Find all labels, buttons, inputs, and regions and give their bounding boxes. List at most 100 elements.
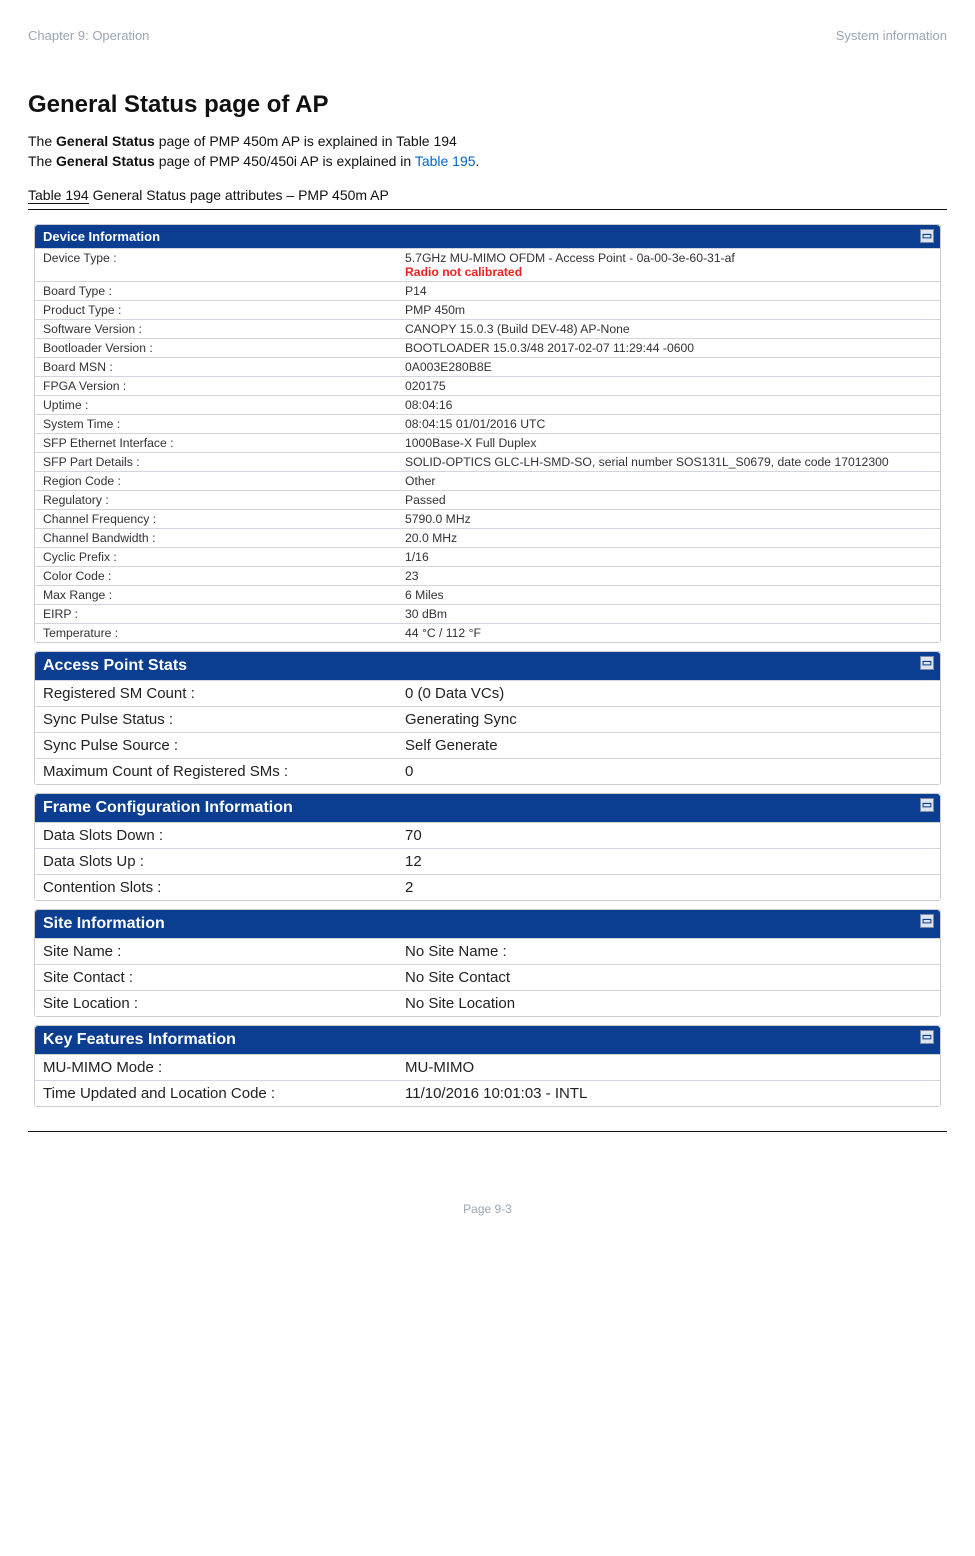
table-row: Uptime :08:04:16: [35, 396, 940, 415]
row-value: 1/16: [397, 548, 940, 567]
table-row: Software Version :CANOPY 15.0.3 (Build D…: [35, 320, 940, 339]
row-value: BOOTLOADER 15.0.3/48 2017-02-07 11:29:44…: [397, 339, 940, 358]
intro1-bold: General Status: [56, 133, 155, 149]
row-label: Data Slots Up :: [35, 849, 397, 875]
table-row: Site Location :No Site Location: [35, 991, 940, 1017]
row-label: Cyclic Prefix :: [35, 548, 397, 567]
collapse-icon[interactable]: ▭: [920, 798, 934, 812]
row-label: FPGA Version :: [35, 377, 397, 396]
intro2-bold: General Status: [56, 153, 155, 169]
row-label: Board Type :: [35, 282, 397, 301]
row-value: 30 dBm: [397, 605, 940, 624]
collapse-icon[interactable]: ▭: [920, 229, 934, 243]
row-label: Board MSN :: [35, 358, 397, 377]
panel-header-device-information: Device Information ▭: [35, 225, 940, 248]
intro2-post: .: [476, 153, 480, 169]
collapse-icon[interactable]: ▭: [920, 656, 934, 670]
table-row: Product Type :PMP 450m: [35, 301, 940, 320]
row-label: Channel Bandwidth :: [35, 529, 397, 548]
table-row: Time Updated and Location Code :11/10/20…: [35, 1081, 940, 1107]
panel-header-access-point-stats: Access Point Stats ▭: [35, 652, 940, 680]
row-value: 23: [397, 567, 940, 586]
panel-key-features: Key Features Information ▭ MU-MIMO Mode …: [34, 1025, 941, 1107]
table-row: Region Code :Other: [35, 472, 940, 491]
intro2-mid: page of PMP 450/450i AP is explained in: [155, 153, 415, 169]
row-value: No Site Name :: [397, 939, 940, 965]
row-value: 44 °C / 112 °F: [397, 624, 940, 643]
panel-frame-configuration: Frame Configuration Information ▭ Data S…: [34, 793, 941, 901]
table-caption: Table 194 General Status page attributes…: [28, 187, 947, 203]
caption-text: General Status page attributes – PMP 450…: [89, 187, 389, 203]
page-container: Chapter 9: Operation System information …: [0, 0, 975, 1132]
table-row: Maximum Count of Registered SMs :0: [35, 759, 940, 785]
row-value: 0: [397, 759, 940, 785]
row-label: Device Type :: [35, 249, 397, 282]
panel-header-key-features: Key Features Information ▭: [35, 1026, 940, 1054]
table-row: EIRP :30 dBm: [35, 605, 940, 624]
row-label: Time Updated and Location Code :: [35, 1081, 397, 1107]
row-label: Site Name :: [35, 939, 397, 965]
row-label: Registered SM Count :: [35, 681, 397, 707]
table-row: Max Range :6 Miles: [35, 586, 940, 605]
table-row: SFP Part Details :SOLID-OPTICS GLC-LH-SM…: [35, 453, 940, 472]
row-label: Product Type :: [35, 301, 397, 320]
row-value-text: 5.7GHz MU-MIMO OFDM - Access Point - 0a-…: [405, 251, 735, 265]
intro1-pre: The: [28, 133, 56, 149]
table-row: Device Type : 5.7GHz MU-MIMO OFDM - Acce…: [35, 249, 940, 282]
row-label: Regulatory :: [35, 491, 397, 510]
panel-title: Key Features Information: [43, 1031, 236, 1048]
table-row: Data Slots Down :70: [35, 823, 940, 849]
row-value: Self Generate: [397, 733, 940, 759]
row-label: Data Slots Down :: [35, 823, 397, 849]
panel-title: Access Point Stats: [43, 657, 187, 674]
row-value: 5.7GHz MU-MIMO OFDM - Access Point - 0a-…: [397, 249, 940, 282]
row-value: 2: [397, 875, 940, 901]
row-label: Bootloader Version :: [35, 339, 397, 358]
row-value: 6 Miles: [397, 586, 940, 605]
page-header: Chapter 9: Operation System information: [28, 28, 947, 43]
table-row: Cyclic Prefix :1/16: [35, 548, 940, 567]
intro2-link[interactable]: Table 195: [415, 153, 476, 169]
table-row: Site Name :No Site Name :: [35, 939, 940, 965]
intro1-post: page of PMP 450m AP is explained in Tabl…: [155, 133, 457, 149]
row-label: Color Code :: [35, 567, 397, 586]
table-row: Site Contact :No Site Contact: [35, 965, 940, 991]
collapse-icon[interactable]: ▭: [920, 1030, 934, 1044]
row-value: CANOPY 15.0.3 (Build DEV-48) AP-None: [397, 320, 940, 339]
row-value: 020175: [397, 377, 940, 396]
row-label: MU-MIMO Mode :: [35, 1055, 397, 1081]
row-value: Passed: [397, 491, 940, 510]
site-info-table: Site Name :No Site Name : Site Contact :…: [35, 938, 940, 1016]
frame-config-table: Data Slots Down :70 Data Slots Up :12 Co…: [35, 822, 940, 900]
row-value: 1000Base-X Full Duplex: [397, 434, 940, 453]
row-value: SOLID-OPTICS GLC-LH-SMD-SO, serial numbe…: [397, 453, 940, 472]
row-label: Channel Frequency :: [35, 510, 397, 529]
row-value: 0 (0 Data VCs): [397, 681, 940, 707]
table-row: System Time :08:04:15 01/01/2016 UTC: [35, 415, 940, 434]
panel-device-information: Device Information ▭ Device Type : 5.7GH…: [34, 224, 941, 643]
page-footer: Page 9-3: [0, 1132, 975, 1244]
row-value: No Site Location: [397, 991, 940, 1017]
row-label: Region Code :: [35, 472, 397, 491]
row-value: PMP 450m: [397, 301, 940, 320]
row-value: 5790.0 MHz: [397, 510, 940, 529]
header-chapter: Chapter 9: Operation: [28, 28, 149, 43]
table-row: MU-MIMO Mode :MU-MIMO: [35, 1055, 940, 1081]
row-label: EIRP :: [35, 605, 397, 624]
table-row: FPGA Version :020175: [35, 377, 940, 396]
row-label: Site Location :: [35, 991, 397, 1017]
caption-prefix: Table 194: [28, 187, 89, 204]
row-label: SFP Ethernet Interface :: [35, 434, 397, 453]
table-row: SFP Ethernet Interface :1000Base-X Full …: [35, 434, 940, 453]
section-title: General Status page of AP: [28, 91, 947, 119]
row-label: Site Contact :: [35, 965, 397, 991]
table-row: Board MSN :0A003E280B8E: [35, 358, 940, 377]
table-row: Board Type :P14: [35, 282, 940, 301]
table-row: Data Slots Up :12: [35, 849, 940, 875]
row-label: Max Range :: [35, 586, 397, 605]
table-row: Color Code :23: [35, 567, 940, 586]
collapse-icon[interactable]: ▭: [920, 914, 934, 928]
row-label: Uptime :: [35, 396, 397, 415]
intro-line-1: The General Status page of PMP 450m AP i…: [28, 133, 947, 149]
device-info-table: Device Type : 5.7GHz MU-MIMO OFDM - Acce…: [35, 248, 940, 642]
